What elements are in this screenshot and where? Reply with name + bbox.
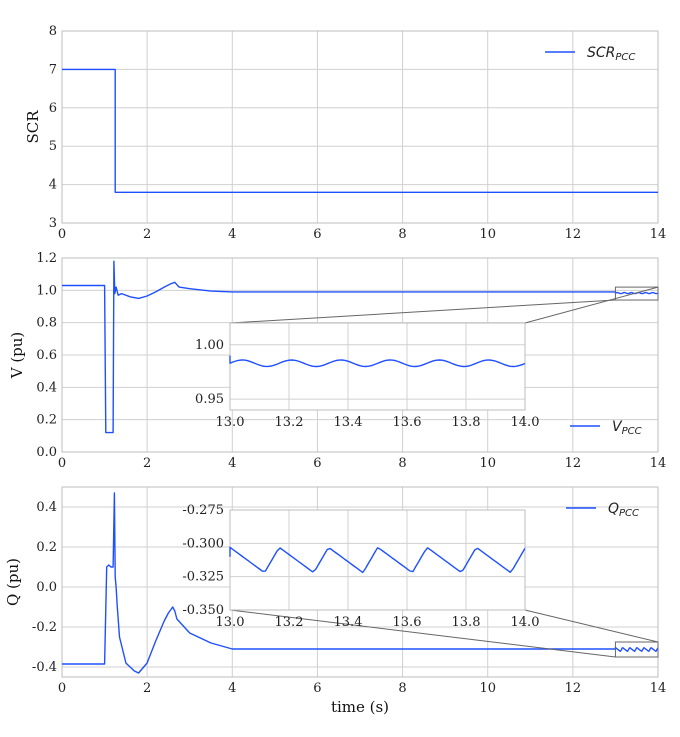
inset-y-tick-label: -0.325 <box>182 570 224 585</box>
y-tick-label: 3 <box>49 216 57 231</box>
y-tick-label: 5 <box>49 139 57 154</box>
x-tick-label: 2 <box>143 456 151 471</box>
x-tick-label: 14 <box>650 681 667 696</box>
x-tick-label: 8 <box>398 456 406 471</box>
plot-frame <box>61 257 659 453</box>
x-tick-label: 14 <box>650 227 667 242</box>
zoom-connector <box>229 299 616 324</box>
zoom-connector <box>524 609 659 643</box>
subplot-3: 0 2 4 6 8 10 12 14 -0.4 -0.2 0.0 0.2 0.4 Q (pu) time (… <box>4 486 667 716</box>
x-tick-label: 12 <box>565 456 582 471</box>
y-tick-label: 0.2 <box>36 540 57 555</box>
series-line <box>62 68 658 193</box>
zoom-box <box>614 641 659 658</box>
x-tick-label: 4 <box>228 456 236 471</box>
y-tick-label: 0.0 <box>36 580 57 595</box>
inset-y-tick-label: -0.350 <box>182 603 224 618</box>
x-tick-label: 14 <box>650 456 667 471</box>
y-tick-label: 0.8 <box>36 316 57 331</box>
y-axis-label: V (pu) <box>8 332 26 380</box>
inset-x-tick-label: 13.8 <box>452 615 481 630</box>
y-tick-label: 0.2 <box>36 413 57 428</box>
inset-series-line <box>229 546 526 574</box>
series-line <box>62 260 659 434</box>
y-tick-label: 0.4 <box>36 380 57 395</box>
legend-label: QPCC <box>608 501 639 519</box>
y-tick-label: 1.0 <box>36 283 57 298</box>
x-tick-label: 2 <box>143 681 151 696</box>
x-tick-label: 4 <box>228 227 236 242</box>
inset-x-tick-label: 13.4 <box>334 415 363 430</box>
x-tick-label: 12 <box>565 681 582 696</box>
y-tick-label: 0.4 <box>36 500 57 515</box>
x-tick-label: 6 <box>313 681 321 696</box>
inset-frame <box>229 322 526 411</box>
y-tick-label: 7 <box>49 62 57 77</box>
inset-x-tick-label: 13.6 <box>393 615 422 630</box>
x-tick-label: 6 <box>313 227 321 242</box>
x-tick-label: 12 <box>565 227 582 242</box>
x-tick-label: 0 <box>58 681 66 696</box>
subplot-1: 0 2 4 6 8 10 12 14 3 4 5 6 7 8 SCR SCRPCC <box>24 24 666 242</box>
inset-x-tick-label: 13.6 <box>393 415 422 430</box>
x-axis-label: time (s) <box>331 698 389 716</box>
y-tick-label: 1.2 <box>36 251 57 266</box>
y-axis-label: SCR <box>24 110 42 144</box>
y-axis-label: Q (pu) <box>4 558 22 606</box>
inset-plot: 13.0 13.2 13.4 13.6 13.8 14.0 -0.275 -0.300 -0.3… <box>182 503 539 630</box>
inset-y-tick-label: -0.275 <box>182 503 224 518</box>
y-tick-label: -0.4 <box>32 660 57 675</box>
y-tick-label: 8 <box>49 24 57 39</box>
x-tick-label: 10 <box>479 456 496 471</box>
inset-series-line <box>229 355 526 368</box>
x-tick-label: 10 <box>479 227 496 242</box>
x-tick-label: 8 <box>398 227 406 242</box>
zoom-box <box>614 286 659 301</box>
inset-x-tick-label: 14.0 <box>511 415 540 430</box>
inset-background <box>230 323 525 410</box>
legend-label: VPCC <box>612 419 642 437</box>
inset-y-tick-label: 0.95 <box>195 392 224 407</box>
plot-frame <box>61 30 659 224</box>
inset-x-tick-label: 13.2 <box>275 615 304 630</box>
inset-x-tick-label: 13.4 <box>334 615 363 630</box>
inset-x-tick-label: 13.0 <box>216 615 245 630</box>
zoom-connector <box>229 609 616 658</box>
y-tick-label: 0.6 <box>36 348 57 363</box>
x-tick-label: 0 <box>58 456 66 471</box>
y-tick-label: 0.0 <box>36 445 57 460</box>
x-tick-label: 8 <box>398 681 406 696</box>
inset-x-tick-label: 13.8 <box>452 415 481 430</box>
x-tick-label: 0 <box>58 227 66 242</box>
y-tick-label: 4 <box>49 178 57 193</box>
y-tick-label: 6 <box>49 101 57 116</box>
x-tick-label: 10 <box>479 681 496 696</box>
inset-x-tick-label: 14.0 <box>511 615 540 630</box>
inset-background <box>230 510 525 610</box>
inset-y-tick-label: 1.00 <box>195 338 224 353</box>
inset-frame <box>229 509 526 611</box>
x-tick-label: 2 <box>143 227 151 242</box>
series-line <box>62 492 659 674</box>
inset-x-tick-label: 13.0 <box>216 415 245 430</box>
legend-label: SCRPCC <box>587 45 635 63</box>
zoom-connector <box>524 286 659 324</box>
inset-x-tick-label: 13.2 <box>275 415 304 430</box>
x-tick-label: 6 <box>313 456 321 471</box>
y-tick-label: -0.2 <box>32 620 57 635</box>
x-tick-label: 4 <box>228 681 236 696</box>
inset-plot: 13.0 13.2 13.4 13.6 13.8 14.0 0.95 1.00 <box>195 322 540 430</box>
subplot-2: 0 2 4 6 8 10 12 14 0.0 0.2 0.4 0.6 0.8 1.0 1.2 V (pu) VP… <box>8 251 666 471</box>
inset-y-tick-label: -0.300 <box>182 536 224 551</box>
plot-frame <box>61 486 659 678</box>
